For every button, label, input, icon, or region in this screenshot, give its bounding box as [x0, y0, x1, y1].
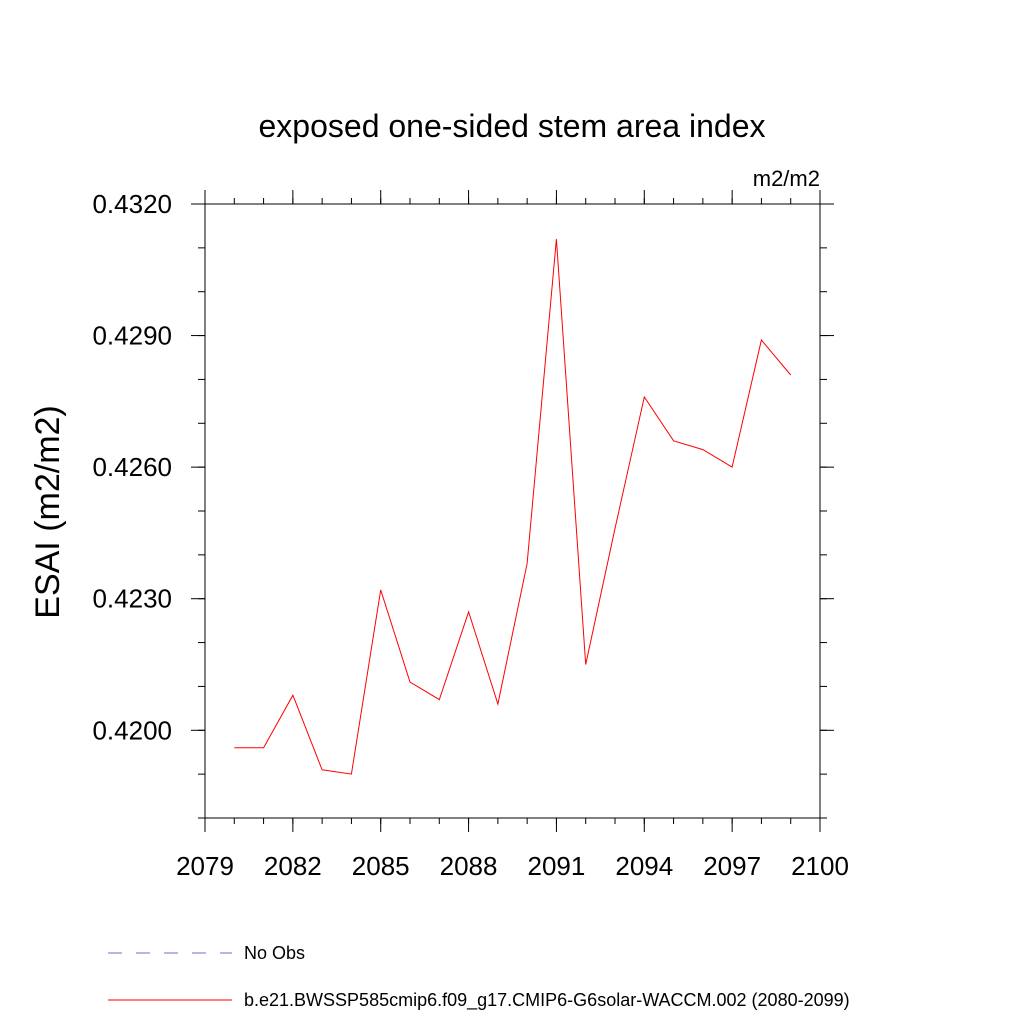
- legend: No Obs b.e21.BWSSP585cmip6.f09_g17.CMIP6…: [108, 943, 850, 1011]
- x-tick-label: 2094: [615, 851, 673, 881]
- chart-title: exposed one-sided stem area index: [259, 108, 766, 144]
- x-tick-label: 2091: [528, 851, 586, 881]
- y-tick-label: 0.4230: [92, 584, 172, 614]
- x-tick-label: 2097: [703, 851, 761, 881]
- x-tick-label: 2079: [176, 851, 234, 881]
- series-layer: [234, 239, 792, 775]
- x-tick-label: 2088: [440, 851, 498, 881]
- x-tick-label: 2085: [352, 851, 410, 881]
- axis-tick-labels: 2079 2082 2085 2088 2091 2094 2097 2100 0.4200 0.…: [92, 189, 848, 881]
- legend-label-series: b.e21.BWSSP585cmip6.f09_g17.CMIP6-G6sola…: [244, 990, 850, 1011]
- plot-frame: [204, 203, 821, 819]
- y-tick-label: 0.4320: [92, 189, 172, 219]
- y-tick-label: 0.4200: [92, 715, 172, 745]
- y-tick-label: 0.4260: [92, 452, 172, 482]
- y-axis-label: ESAI (m2/m2): [29, 405, 67, 618]
- legend-label-no-obs: No Obs: [244, 943, 305, 963]
- units-label: m2/m2: [753, 166, 820, 191]
- series-line-0: [234, 239, 792, 775]
- x-tick-label: 2082: [264, 851, 322, 881]
- axis-ticks: [191, 190, 834, 832]
- x-tick-label: 2100: [791, 851, 849, 881]
- y-tick-label: 0.4290: [92, 321, 172, 351]
